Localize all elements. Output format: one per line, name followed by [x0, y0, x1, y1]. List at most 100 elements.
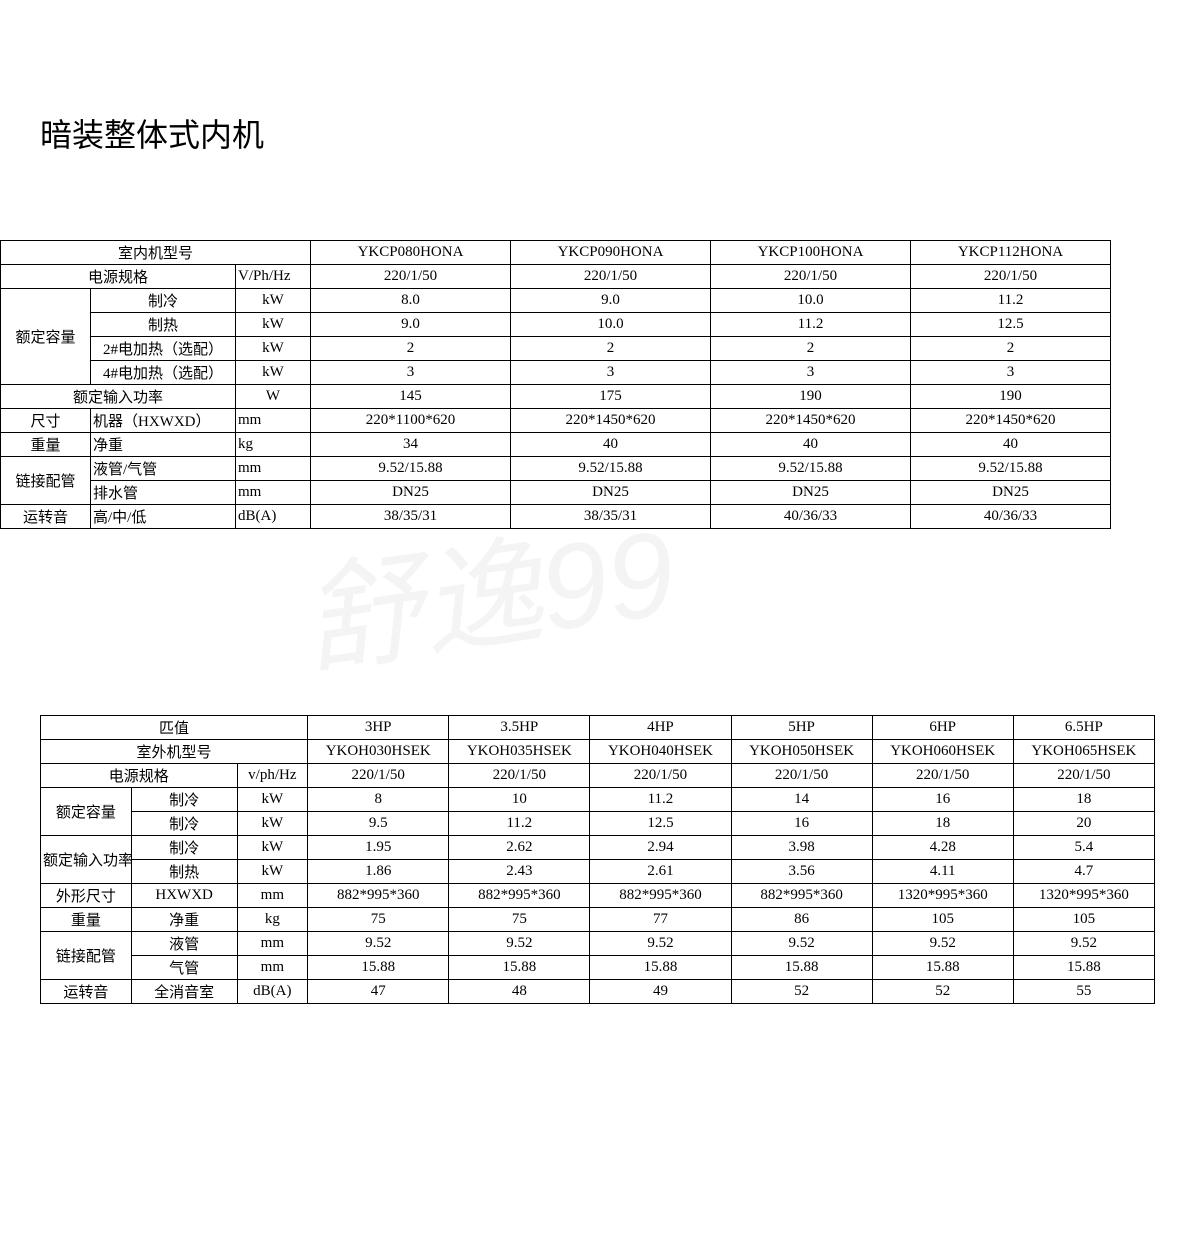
table-row: 额定容量制冷kW81011.2141618 — [41, 788, 1155, 812]
table-row: 4#电加热（选配）kW3333 — [1, 361, 1111, 385]
table-cell: 制冷 — [131, 836, 237, 860]
table-cell: 3.5HP — [449, 716, 590, 740]
table-cell: v/ph/Hz — [237, 764, 308, 788]
table-cell: kg — [236, 433, 311, 457]
table-cell: 制冷 — [131, 788, 237, 812]
table-cell: kW — [237, 860, 308, 884]
table-cell: 220*1450*620 — [511, 409, 711, 433]
table-cell: 9.52 — [1013, 932, 1154, 956]
table-cell: 液管/气管 — [91, 457, 236, 481]
table-cell: 86 — [731, 908, 872, 932]
table-cell: 40/36/33 — [911, 505, 1111, 529]
table-cell: 220/1/50 — [872, 764, 1013, 788]
table-row: 重量净重kg34404040 — [1, 433, 1111, 457]
table-cell: 11.2 — [711, 313, 911, 337]
table-cell: 运转音 — [1, 505, 91, 529]
table-cell: DN25 — [311, 481, 511, 505]
table-cell: 220*1450*620 — [711, 409, 911, 433]
table-cell: 220/1/50 — [590, 764, 731, 788]
table-cell: 105 — [1013, 908, 1154, 932]
table-cell: mm — [236, 409, 311, 433]
table-cell: 175 — [511, 385, 711, 409]
table-cell: YKCP080HONA — [311, 241, 511, 265]
page-title: 暗装整体式内机 — [40, 110, 264, 156]
table-cell: mm — [237, 956, 308, 980]
table-cell: 机器（HXWXD） — [91, 409, 236, 433]
table-cell: 额定容量 — [41, 788, 132, 836]
table-cell: 15.88 — [308, 956, 449, 980]
table-row: 制冷kW9.511.212.5161820 — [41, 812, 1155, 836]
table-cell: 重量 — [1, 433, 91, 457]
table-cell: 9.52/15.88 — [311, 457, 511, 481]
table-cell: 220/1/50 — [911, 265, 1111, 289]
table-cell: YKOH030HSEK — [308, 740, 449, 764]
table-cell: 882*995*360 — [731, 884, 872, 908]
table-cell: 9.52 — [449, 932, 590, 956]
table-cell: 75 — [449, 908, 590, 932]
table-cell: 2#电加热（选配） — [91, 337, 236, 361]
table-cell: 20 — [1013, 812, 1154, 836]
table-cell: 15.88 — [1013, 956, 1154, 980]
table-cell: 15.88 — [872, 956, 1013, 980]
table-cell: 12.5 — [911, 313, 1111, 337]
table-cell: kW — [236, 361, 311, 385]
table-cell: dB(A) — [236, 505, 311, 529]
table-cell: 9.52/15.88 — [911, 457, 1111, 481]
table-row: 尺寸机器（HXWXD）mm220*1100*620220*1450*620220… — [1, 409, 1111, 433]
table-cell: 3 — [911, 361, 1111, 385]
table-cell: 15.88 — [590, 956, 731, 980]
table-cell: 40 — [511, 433, 711, 457]
table-cell: 室外机型号 — [41, 740, 308, 764]
table-cell: DN25 — [511, 481, 711, 505]
table-cell: 运转音 — [41, 980, 132, 1004]
table-cell: 10.0 — [711, 289, 911, 313]
table-cell: 77 — [590, 908, 731, 932]
table-cell: 48 — [449, 980, 590, 1004]
table-cell: 液管 — [131, 932, 237, 956]
table-cell: mm — [236, 457, 311, 481]
table-cell: 尺寸 — [1, 409, 91, 433]
table-cell: 9.52 — [590, 932, 731, 956]
table-cell: 6HP — [872, 716, 1013, 740]
table-cell: 145 — [311, 385, 511, 409]
table-cell: 220/1/50 — [308, 764, 449, 788]
table-cell: 排水管 — [91, 481, 236, 505]
table-cell: 55 — [1013, 980, 1154, 1004]
table-cell: YKCP112HONA — [911, 241, 1111, 265]
table-cell: 1320*995*360 — [872, 884, 1013, 908]
table-cell: 2 — [911, 337, 1111, 361]
table-cell: 链接配管 — [41, 932, 132, 980]
table-cell: 8 — [308, 788, 449, 812]
table-cell: kW — [237, 788, 308, 812]
table-cell: 52 — [731, 980, 872, 1004]
table-cell: 9.52 — [731, 932, 872, 956]
table-cell: 4HP — [590, 716, 731, 740]
table-cell: 全消音室 — [131, 980, 237, 1004]
table-cell: YKCP100HONA — [711, 241, 911, 265]
table-cell: 220/1/50 — [731, 764, 872, 788]
table-cell: kW — [236, 313, 311, 337]
table-row: 电源规格v/ph/Hz220/1/50220/1/50220/1/50220/1… — [41, 764, 1155, 788]
table-cell: 15.88 — [731, 956, 872, 980]
table-cell: 制冷 — [91, 289, 236, 313]
table-cell: 3 — [311, 361, 511, 385]
table-cell: DN25 — [711, 481, 911, 505]
table-cell: 3.56 — [731, 860, 872, 884]
table-cell: 匹值 — [41, 716, 308, 740]
table-cell: 2 — [511, 337, 711, 361]
table-cell: 室内机型号 — [1, 241, 311, 265]
table-cell: 额定输入功率 — [1, 385, 236, 409]
table-cell: 38/35/31 — [311, 505, 511, 529]
table-cell: 3 — [711, 361, 911, 385]
table-cell: 9.52 — [308, 932, 449, 956]
table-cell: mm — [237, 932, 308, 956]
table-cell: mm — [237, 884, 308, 908]
table-row: 气管mm15.8815.8815.8815.8815.8815.88 — [41, 956, 1155, 980]
table-cell: 18 — [872, 812, 1013, 836]
table-cell: 220/1/50 — [511, 265, 711, 289]
table-cell: 4.11 — [872, 860, 1013, 884]
table-cell: 电源规格 — [1, 265, 236, 289]
table-cell: 52 — [872, 980, 1013, 1004]
table-cell: YKOH035HSEK — [449, 740, 590, 764]
table-cell: kW — [236, 289, 311, 313]
